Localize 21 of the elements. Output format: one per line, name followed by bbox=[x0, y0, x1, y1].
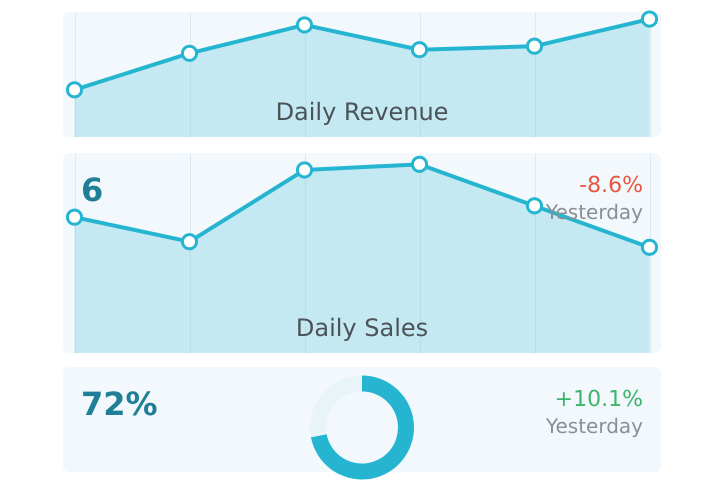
point bbox=[410, 41, 428, 58]
point bbox=[410, 156, 428, 173]
annotation: -8.6% bbox=[579, 173, 643, 198]
point bbox=[180, 233, 198, 250]
text: +10.1% bbox=[554, 387, 643, 412]
point bbox=[526, 38, 544, 55]
text: 72% bbox=[81, 385, 158, 423]
point bbox=[296, 16, 314, 34]
point bbox=[640, 10, 658, 28]
text: Daily Sales bbox=[296, 314, 428, 342]
point bbox=[180, 44, 198, 62]
annotation: 6 bbox=[81, 171, 104, 209]
donut-slice bbox=[310, 376, 362, 438]
point bbox=[66, 208, 84, 226]
text: Yesterday bbox=[544, 414, 644, 438]
text: Daily Revenue bbox=[276, 98, 448, 126]
point bbox=[640, 238, 658, 256]
donut-slice bbox=[310, 376, 414, 480]
point bbox=[296, 161, 314, 179]
point bbox=[66, 81, 84, 98]
point bbox=[526, 197, 544, 214]
